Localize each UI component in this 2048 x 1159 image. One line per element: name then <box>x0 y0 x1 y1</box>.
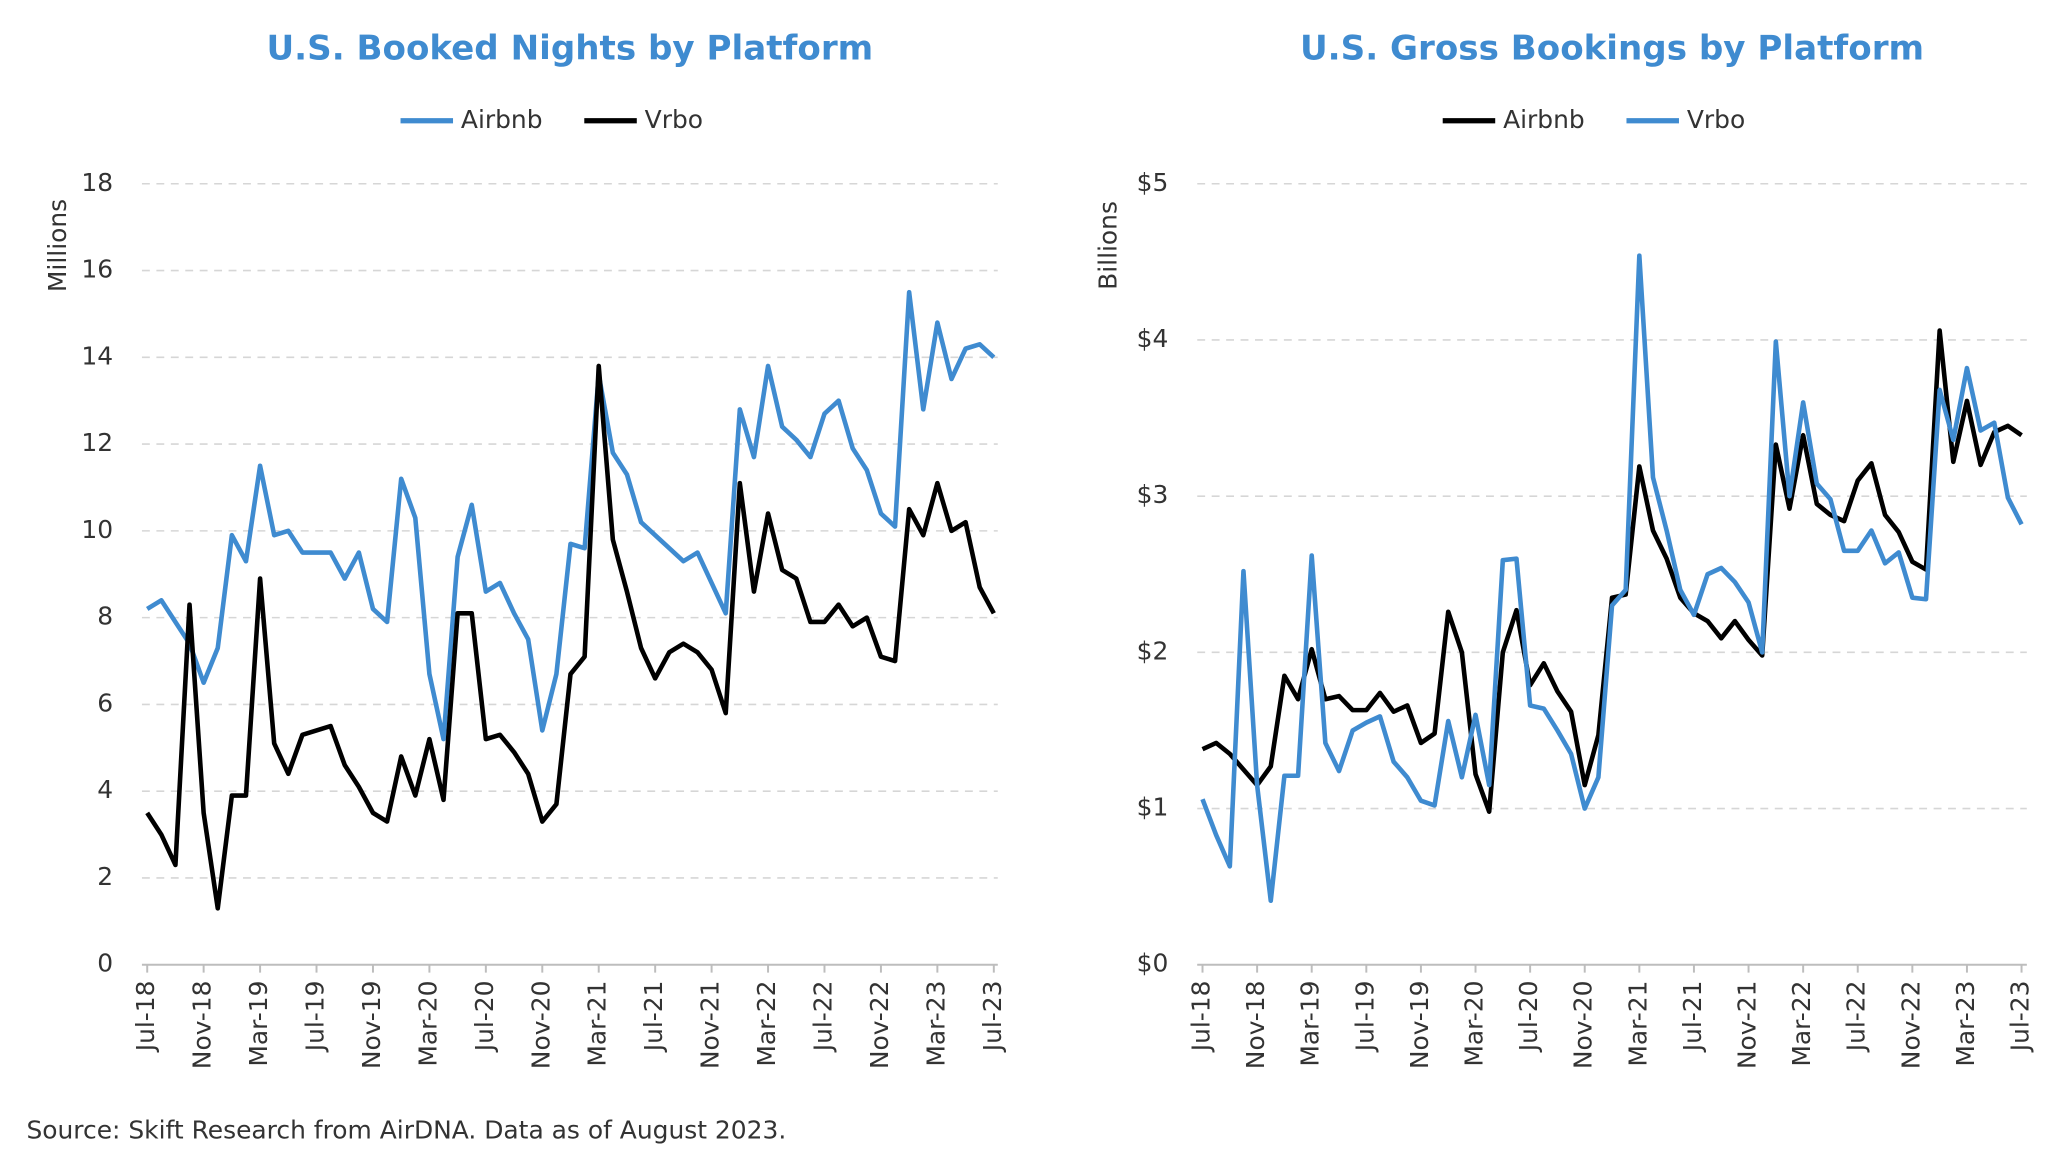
y-tick-label: 10 <box>81 515 113 544</box>
x-tick-label: Mar-19 <box>1296 980 1325 1066</box>
y-tick-label: 18 <box>81 168 113 197</box>
y-tick-label: 6 <box>97 688 113 717</box>
y-tick-label: 14 <box>81 341 113 370</box>
x-tick-label: Nov-20 <box>1569 980 1598 1069</box>
x-tick-label: Nov-20 <box>526 980 555 1069</box>
x-tick-label: Nov-19 <box>1405 980 1434 1069</box>
data-line <box>145 289 996 742</box>
legend-label: Vrbo <box>1687 105 1745 134</box>
y-tick-label: $0 <box>1137 949 1169 978</box>
y-axis-label: Billions <box>1093 201 1122 290</box>
legend-label: Airbnb <box>1503 105 1585 134</box>
x-tick-label: Mar-22 <box>752 980 781 1066</box>
x-tick-label: Jul-20 <box>470 980 499 1053</box>
x-tick-label: Mar-22 <box>1787 980 1816 1066</box>
x-tick-label: Jul-18 <box>131 980 160 1053</box>
x-tick-label: Mar-23 <box>1951 980 1980 1066</box>
chart-title: U.S. Gross Bookings by Platform <box>1300 28 1924 68</box>
x-tick-label: Jul-20 <box>1514 980 1543 1053</box>
x-tick-label: Jul-19 <box>301 980 330 1053</box>
y-tick-label: 0 <box>97 949 113 978</box>
x-tick-label: Jul-18 <box>1187 980 1216 1053</box>
data-line <box>1200 253 2024 903</box>
y-tick-label: $5 <box>1137 168 1169 197</box>
x-tick-label: Jul-21 <box>1678 980 1707 1053</box>
chart-title: U.S. Booked Nights by Platform <box>266 28 873 68</box>
x-tick-label: Jul-22 <box>808 980 837 1053</box>
y-tick-label: 4 <box>97 775 113 804</box>
y-tick-label: $2 <box>1137 636 1169 665</box>
x-tick-label: Mar-23 <box>921 980 950 1066</box>
x-tick-label: Nov-18 <box>1241 980 1270 1069</box>
x-tick-label: Nov-22 <box>865 980 894 1069</box>
source-note: Source: Skift Research from AirDNA. Data… <box>26 1115 786 1144</box>
x-tick-label: Nov-21 <box>1733 980 1762 1069</box>
x-tick-label: Jul-23 <box>2006 980 2035 1053</box>
x-tick-label: Jul-23 <box>978 980 1007 1053</box>
x-tick-label: Mar-21 <box>583 980 612 1066</box>
y-tick-label: 2 <box>97 862 113 891</box>
x-tick-label: Jul-19 <box>1350 980 1379 1053</box>
y-axis-label: Millions <box>43 199 72 292</box>
data-line <box>145 363 996 911</box>
x-tick-label: Nov-22 <box>1896 980 1925 1069</box>
x-tick-label: Nov-21 <box>696 980 725 1069</box>
y-tick-label: 8 <box>97 602 113 631</box>
y-tick-label: 16 <box>81 255 113 284</box>
data-line <box>1201 328 2023 814</box>
x-tick-label: Mar-21 <box>1623 980 1652 1066</box>
x-tick-label: Mar-20 <box>413 980 442 1066</box>
legend-label: Vrbo <box>645 105 703 134</box>
x-tick-label: Jul-22 <box>1842 980 1871 1053</box>
y-tick-label: $4 <box>1137 324 1169 353</box>
x-tick-label: Jul-21 <box>639 980 668 1053</box>
y-tick-label: 12 <box>81 428 113 457</box>
y-tick-label: $1 <box>1137 793 1169 822</box>
x-tick-label: Nov-19 <box>357 980 386 1069</box>
x-tick-label: Nov-18 <box>188 980 217 1069</box>
x-tick-label: Mar-20 <box>1460 980 1489 1066</box>
legend-label: Airbnb <box>461 105 543 134</box>
x-tick-label: Mar-19 <box>244 980 273 1066</box>
y-tick-label: $3 <box>1137 480 1169 509</box>
